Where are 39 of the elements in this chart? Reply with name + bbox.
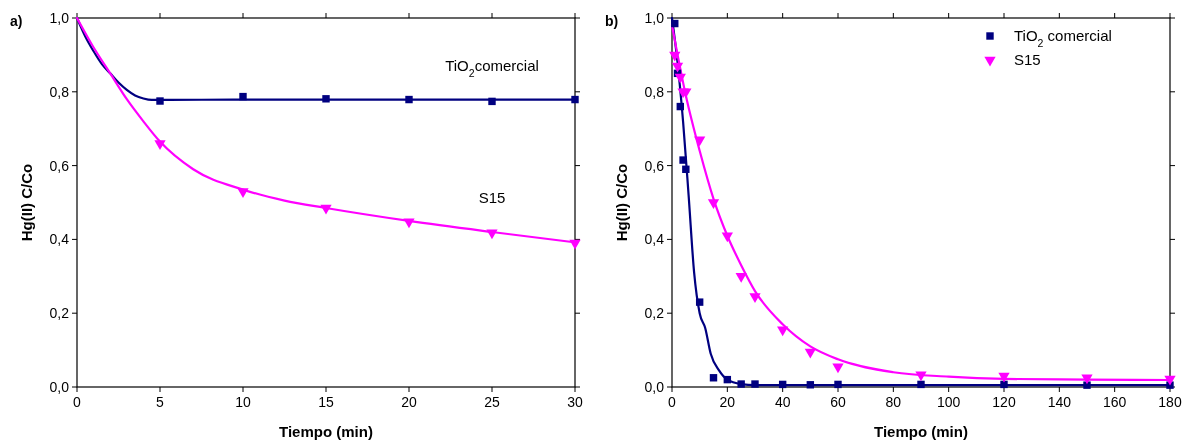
x-tick-label: 60 bbox=[830, 394, 846, 410]
y-tick-label: 0,2 bbox=[644, 305, 665, 322]
y-tick-label: 0,6 bbox=[49, 157, 70, 174]
y-tick-label: 1,0 bbox=[644, 10, 665, 26]
x-tick-label: 10 bbox=[235, 394, 251, 410]
y-axis-title: Hg(II) C/Co bbox=[613, 163, 630, 242]
x-tick-label: 30 bbox=[567, 394, 583, 410]
series-label: TiO$_{2}$comercial bbox=[445, 57, 539, 80]
y-axis-title: Hg(II) C/Co bbox=[18, 163, 35, 242]
x-tick-label: 160 bbox=[1102, 394, 1127, 410]
x-axis-title: Tiempo (min) bbox=[874, 423, 968, 440]
x-tick-label: 20 bbox=[401, 394, 417, 410]
y-tick-label: 1,0 bbox=[49, 10, 70, 26]
x-tick-label: 140 bbox=[1047, 394, 1072, 410]
x-tick-label: 120 bbox=[992, 394, 1016, 410]
x-tick-label: 15 bbox=[318, 394, 334, 410]
x-tick-label: 0 bbox=[73, 394, 82, 410]
x-axis-title: Tiempo (min) bbox=[279, 423, 373, 440]
x-tick-label: 80 bbox=[885, 394, 902, 410]
y-tick-label: 0,8 bbox=[49, 83, 70, 100]
y-tick-label: 0,4 bbox=[49, 231, 70, 248]
y-tick-label: 0,6 bbox=[644, 157, 665, 174]
x-tick-label: 100 bbox=[936, 394, 961, 410]
y-tick-label: 0,4 bbox=[644, 231, 665, 248]
chart-title: a) bbox=[10, 13, 23, 29]
series-label: S15 bbox=[478, 188, 506, 206]
y-tick-label: 0,2 bbox=[49, 305, 70, 322]
legend-label: S15 bbox=[1014, 51, 1041, 68]
y-tick-label: 0,0 bbox=[644, 379, 665, 395]
x-tick-label: 0 bbox=[668, 394, 677, 410]
y-tick-label: 0,0 bbox=[49, 379, 70, 395]
legend-label: TiO$_{2}$ comercial bbox=[1014, 27, 1112, 49]
x-tick-label: 180 bbox=[1158, 394, 1182, 410]
y-tick-label: 0,8 bbox=[644, 83, 665, 100]
x-tick-label: 40 bbox=[774, 394, 791, 410]
x-tick-label: 25 bbox=[484, 394, 500, 410]
x-tick-label: 5 bbox=[156, 394, 165, 410]
x-tick-label: 20 bbox=[719, 394, 736, 410]
chart-title: b) bbox=[605, 13, 619, 29]
